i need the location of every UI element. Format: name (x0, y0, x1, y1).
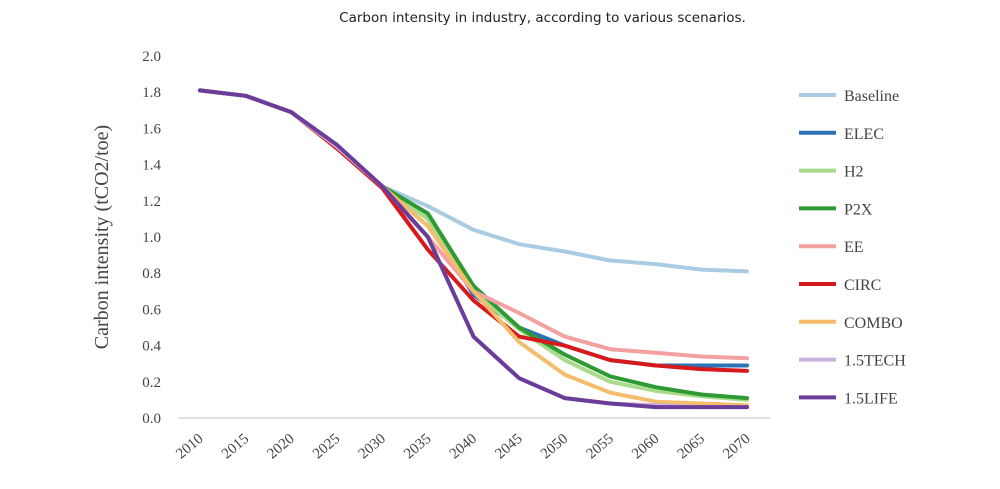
legend-label: H2 (844, 164, 864, 181)
x-tick-label: 2060 (629, 431, 662, 463)
y-axis-label: Carbon intensity (tCO2/toe) (91, 125, 113, 349)
legend-label: EE (844, 239, 864, 256)
y-tick-label: 0.2 (142, 375, 161, 391)
x-tick-label: 2055 (584, 431, 617, 463)
y-tick-label: 2.0 (142, 49, 161, 65)
y-tick-label: 1.8 (142, 85, 161, 101)
x-tick-label: 2045 (492, 431, 525, 463)
x-tick-label: 2040 (447, 431, 480, 463)
x-tick-label: 2050 (538, 431, 571, 463)
x-tick-label: 2030 (356, 431, 389, 463)
series-lines (198, 88, 749, 410)
legend-label: Baseline (844, 88, 899, 105)
legend-label: CIRC (844, 277, 881, 294)
series-line-1-5tech (198, 88, 749, 410)
legend-label: ELEC (844, 126, 884, 143)
legend-label: P2X (844, 201, 873, 218)
y-tick-label: 1.2 (142, 194, 161, 210)
legend: Baseline ELEC H2 P2X EE CIRC COMBO 1.5TECH 1.5LI… (799, 88, 906, 407)
x-tick-label: 2070 (720, 431, 753, 463)
x-tick-label: 2015 (219, 431, 252, 463)
legend-label: COMBO (844, 315, 903, 332)
x-tick-label: 2020 (264, 431, 297, 463)
chart-title: Carbon intensity in industry, according … (339, 10, 746, 26)
y-tick-label: 0.6 (142, 302, 161, 318)
y-tick-label: 0.0 (142, 411, 161, 427)
legend-label: 1.5LIFE (844, 390, 898, 407)
y-tick-label: 1.4 (142, 158, 161, 174)
x-tick-label: 2025 (310, 431, 343, 463)
x-tick-label: 2010 (173, 431, 206, 463)
y-tick-label: 0.8 (142, 266, 161, 282)
y-tick-label: 1.6 (142, 121, 161, 137)
series-line-combo (198, 88, 749, 408)
legend-label: 1.5TECH (844, 353, 906, 370)
x-tick-label: 2035 (401, 431, 434, 463)
series-line-ee (198, 88, 749, 361)
series-line-1-5life (198, 88, 749, 410)
y-tick-label: 1.0 (142, 230, 161, 246)
series-line-baseline (198, 88, 749, 274)
y-tick-label: 0.4 (142, 339, 161, 355)
x-tick-label: 2065 (675, 431, 708, 463)
